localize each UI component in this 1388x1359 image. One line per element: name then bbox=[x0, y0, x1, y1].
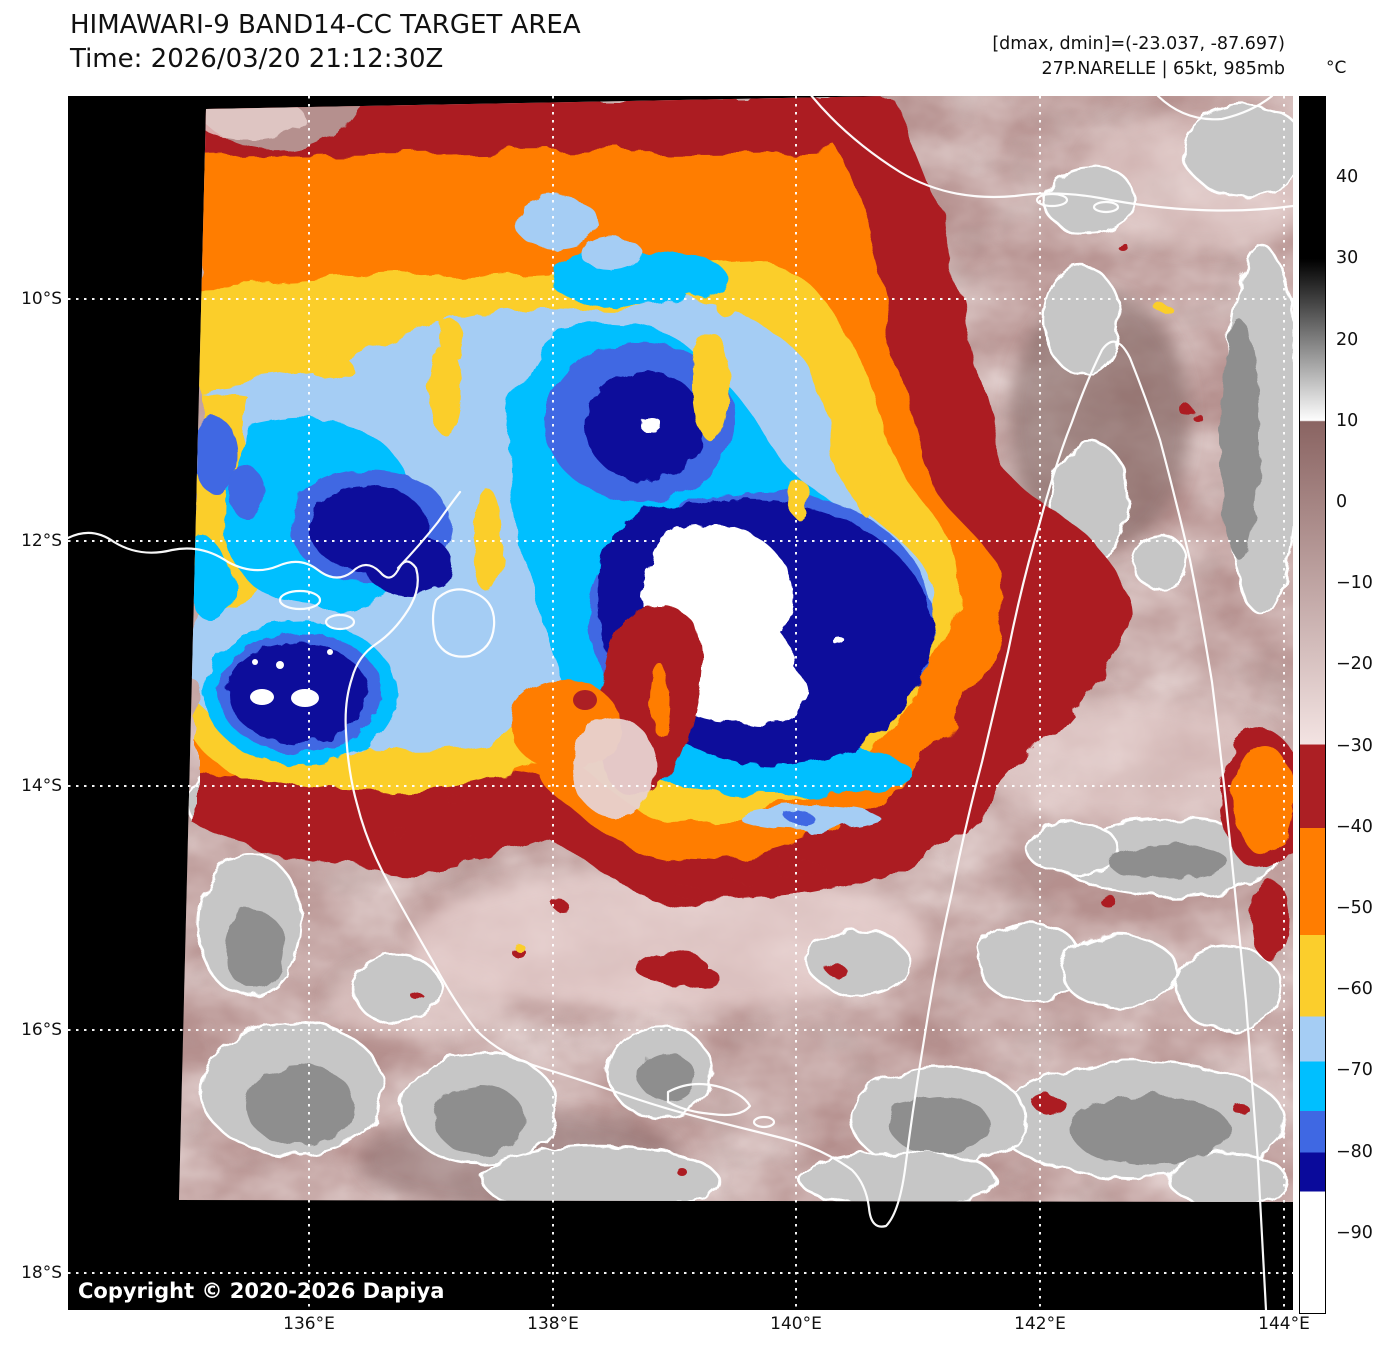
new-guinea-coastline-2 bbox=[1156, 96, 1274, 121]
timestamp: Time: 2026/03/20 21:12:30Z bbox=[70, 44, 444, 74]
storm-info: 27P.NARELLE | 65kt, 985mb bbox=[1041, 59, 1285, 79]
lat-tick-label: 18°S bbox=[21, 1263, 62, 1283]
inner-warm-intrusions bbox=[510, 606, 702, 818]
title-block: HIMAWARI-9 BAND14-CC TARGET AREA Time: 2… bbox=[70, 8, 581, 76]
groote-eylandt-coastline bbox=[431, 588, 496, 658]
graticule-layer bbox=[68, 96, 1293, 1310]
colorbar-tick-label: 30 bbox=[1336, 248, 1359, 269]
colorbar-tick-label: −80 bbox=[1336, 1141, 1373, 1162]
colorbar-tick-label: −20 bbox=[1336, 654, 1373, 675]
colorbar-tick-label: 10 bbox=[1336, 410, 1359, 431]
gray-cloud-cores bbox=[225, 320, 1260, 1165]
colorbar-tick-label: 0 bbox=[1336, 491, 1348, 512]
dmax-dmin-readout: [dmax, dmin]=(-23.037, -87.697) bbox=[992, 34, 1285, 54]
colorbar-tick-label: −90 bbox=[1336, 1222, 1373, 1243]
satellite-image: Copyright © 2020-2026 Dapiya bbox=[68, 96, 1293, 1310]
lat-tick-label: 14°S bbox=[21, 776, 62, 796]
colorbar-tick-label: −30 bbox=[1336, 735, 1373, 756]
lat-tick-label: 12°S bbox=[21, 531, 62, 551]
gold-streaks bbox=[312, 293, 882, 592]
colorbar-tick-label: 40 bbox=[1336, 167, 1359, 188]
mornington-island-coastline bbox=[666, 1082, 752, 1117]
temperature-colorbar bbox=[1299, 96, 1326, 1314]
coastal-island bbox=[324, 613, 356, 631]
colorbar-tick-label: −10 bbox=[1336, 573, 1373, 594]
coastal-island bbox=[278, 589, 322, 611]
colorbar-tick-label: −70 bbox=[1336, 1060, 1373, 1081]
colorbar-tick-label: −40 bbox=[1336, 816, 1373, 837]
lon-tick-label: 136°E bbox=[283, 1314, 335, 1334]
lon-tick-label: 138°E bbox=[527, 1314, 579, 1334]
page-title: HIMAWARI-9 BAND14-CC TARGET AREA bbox=[70, 10, 581, 40]
australia-coastline bbox=[68, 340, 1268, 1310]
coastline-layer bbox=[68, 96, 1293, 1310]
colorbar-tick-label: −50 bbox=[1336, 898, 1373, 919]
colorbar-unit-label: °C bbox=[1326, 58, 1347, 78]
lon-tick-label: 140°E bbox=[770, 1314, 822, 1334]
secondary-cold-cell bbox=[204, 621, 396, 765]
lon-tick-label: 144°E bbox=[1258, 1314, 1310, 1334]
wellesley-island bbox=[752, 1115, 776, 1129]
satellite-swath bbox=[179, 96, 1293, 1202]
lon-tick-label: 142°E bbox=[1014, 1314, 1066, 1334]
cold-interior-features bbox=[186, 196, 934, 830]
copyright-text: Copyright © 2020-2026 Dapiya bbox=[78, 1279, 444, 1303]
torres-island bbox=[1035, 192, 1069, 208]
satellite-map: Copyright © 2020-2026 Dapiya bbox=[68, 96, 1293, 1310]
annotation-block: [dmax, dmin]=(-23.037, -87.697) 27P.NARE… bbox=[992, 32, 1285, 82]
torres-island bbox=[1092, 200, 1120, 214]
red-speckles bbox=[393, 242, 1293, 1176]
lat-tick-label: 10°S bbox=[21, 289, 62, 309]
lat-tick-label: 16°S bbox=[21, 1020, 62, 1040]
colorbar-tick-label: 20 bbox=[1336, 329, 1359, 350]
wessel-islands bbox=[396, 490, 462, 570]
colorbar-tick-label: −60 bbox=[1336, 979, 1373, 1000]
